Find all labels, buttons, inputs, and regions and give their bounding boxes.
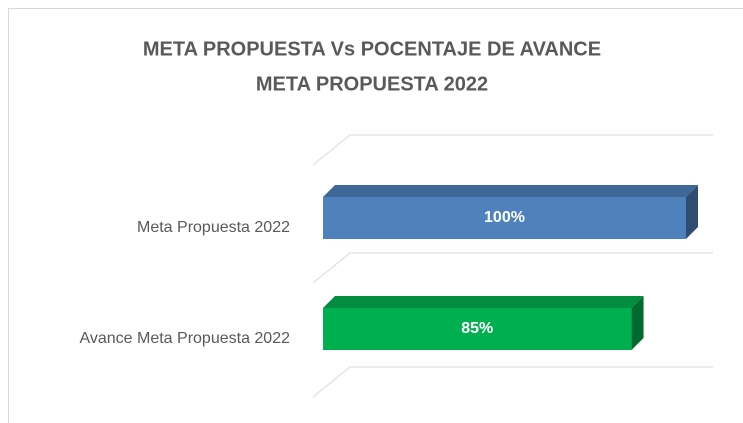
grid-line <box>312 366 713 398</box>
chart-title: META PROPUESTA Vs POCENTAJE DE AVANCE <box>143 38 601 60</box>
bar-side <box>631 296 644 350</box>
grid-line <box>312 134 713 166</box>
grid-line <box>312 252 713 284</box>
data-label: 100% <box>484 209 525 226</box>
data-label: 85% <box>461 320 493 337</box>
bar-side <box>686 185 698 239</box>
bar-top <box>323 296 644 308</box>
bar <box>323 197 686 239</box>
floor-lines <box>312 134 713 398</box>
bar <box>323 308 632 350</box>
chart-subtitle: META PROPUESTA 2022 <box>256 73 488 95</box>
category-label: Avance Meta Propuesta 2022 <box>79 330 290 347</box>
category-label: Meta Propuesta 2022 <box>137 219 290 236</box>
bar-top <box>323 185 698 197</box>
